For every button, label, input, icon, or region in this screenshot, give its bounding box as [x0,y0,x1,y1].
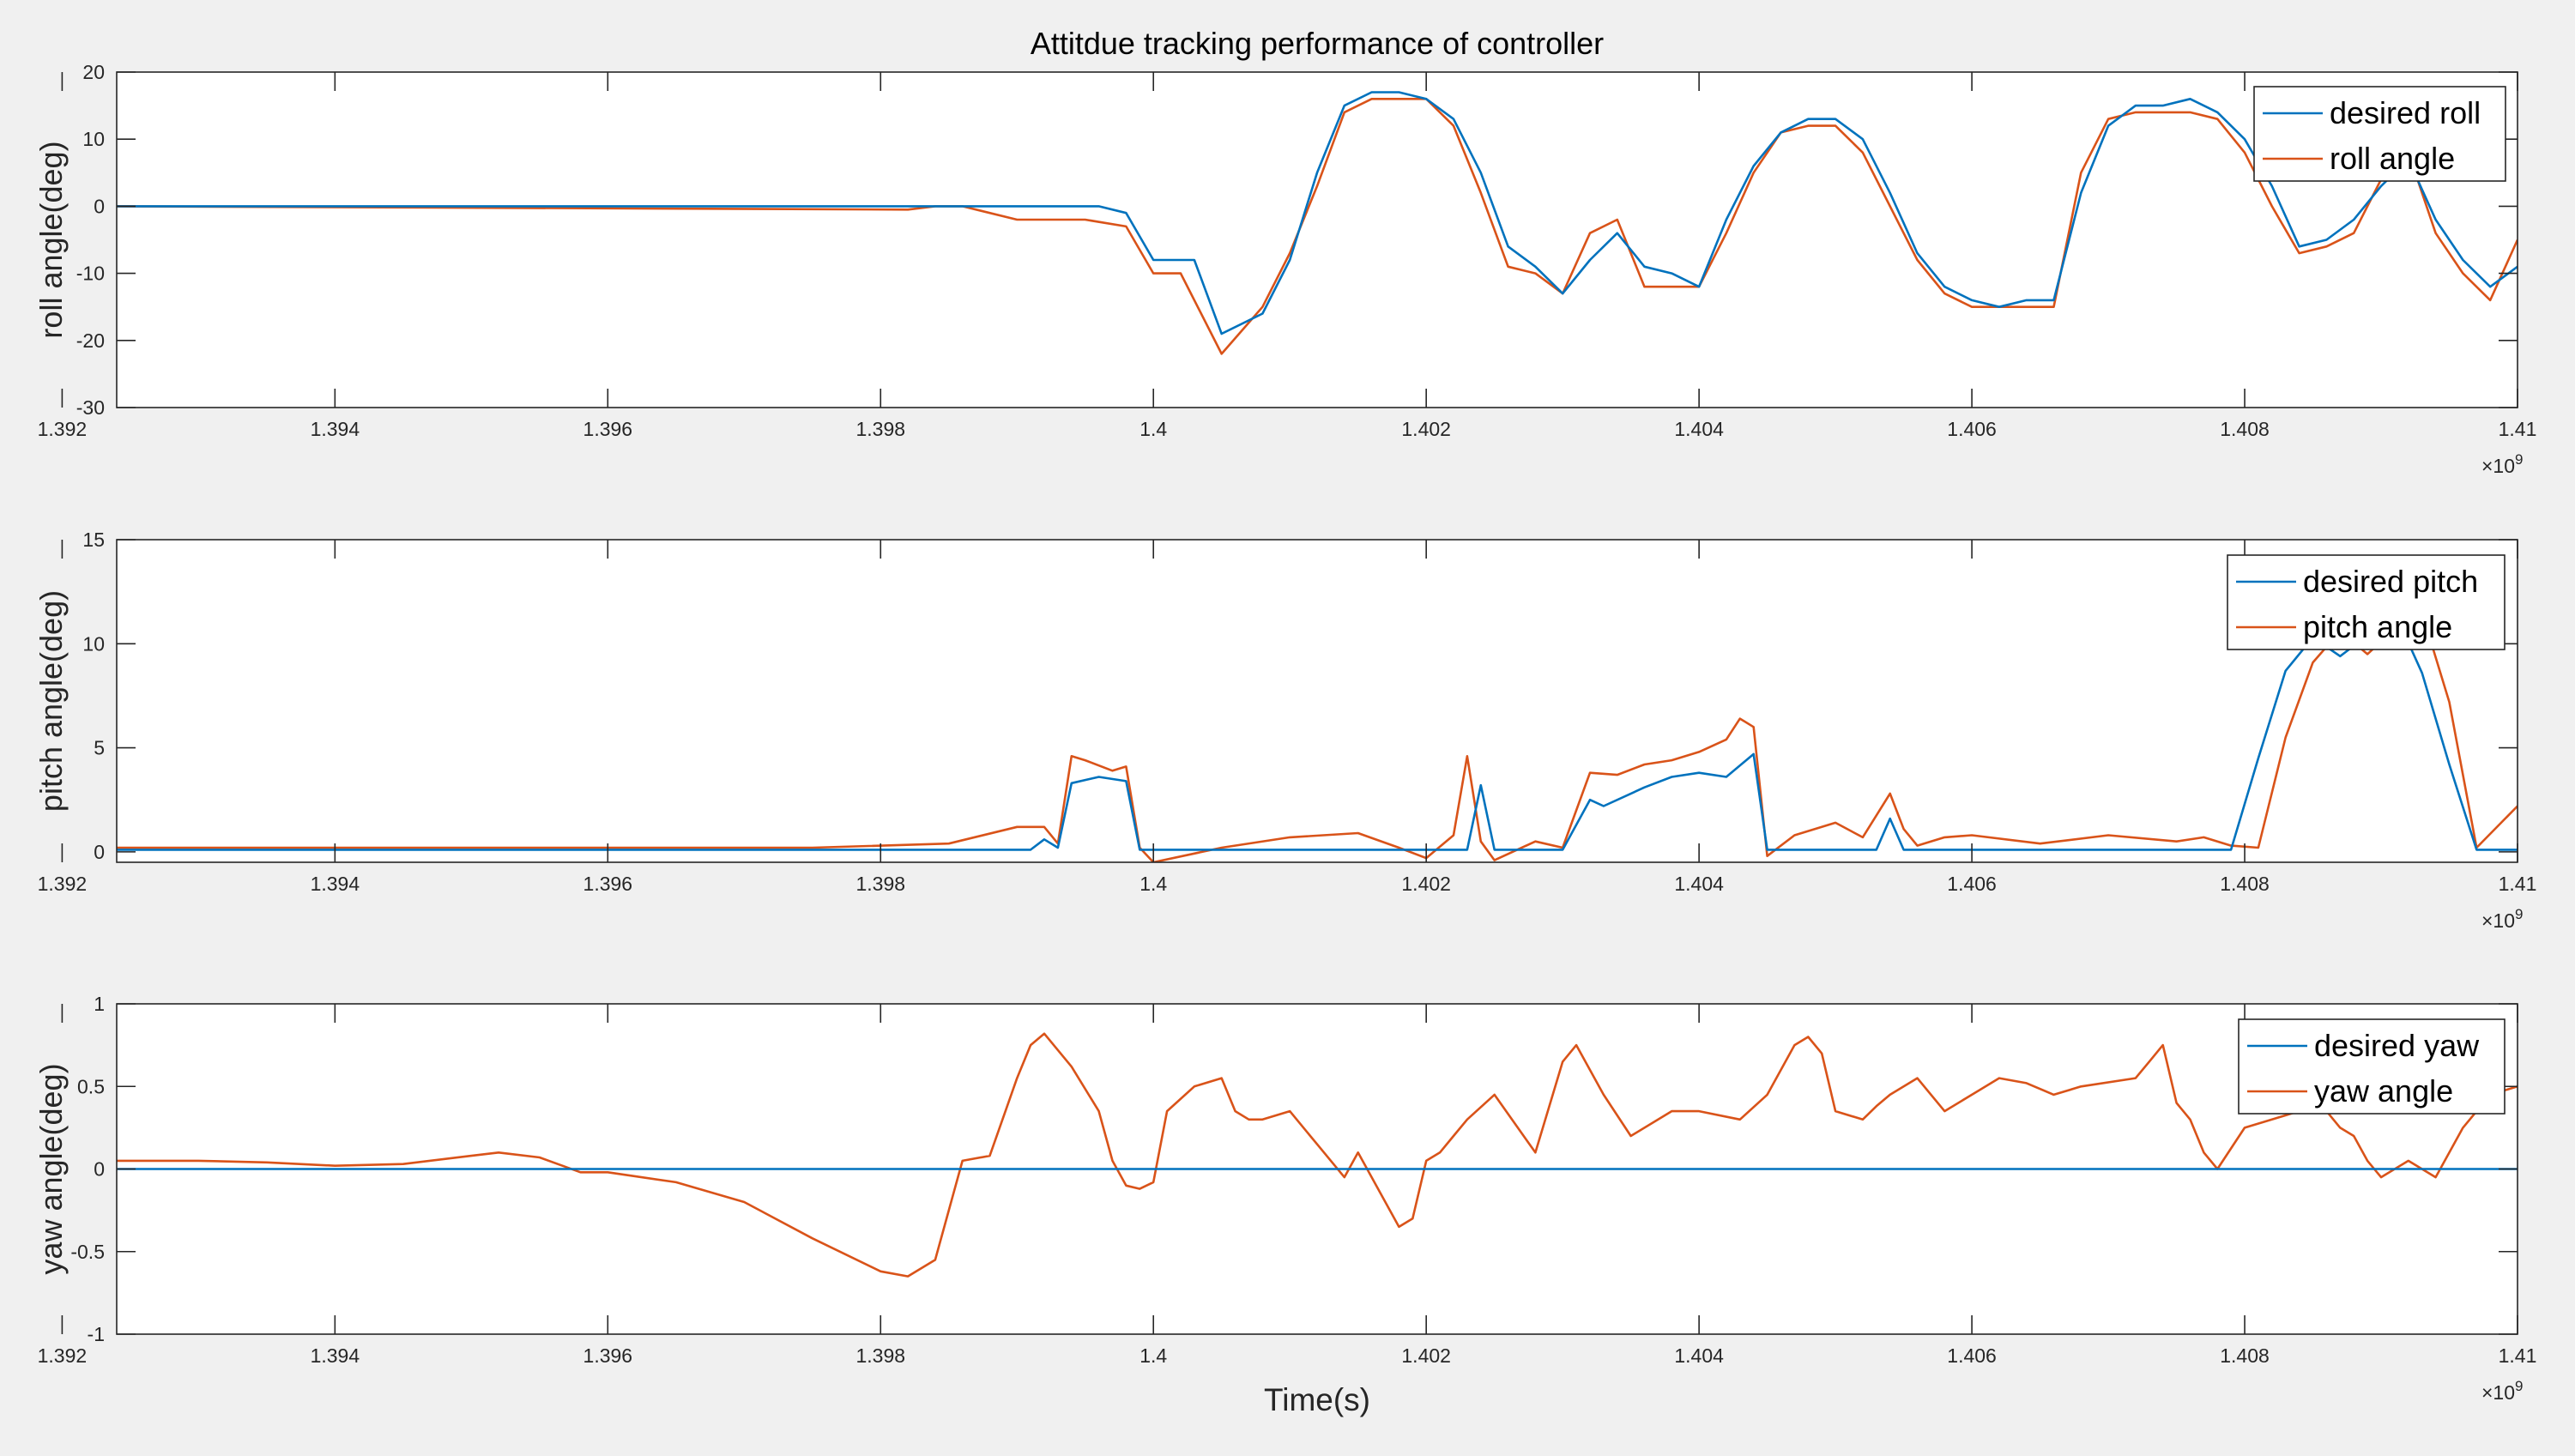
y-tick-label: -10 [76,263,105,285]
x-tick-label: 1.41 [2499,873,2537,895]
x-tick-label: 1.408 [2220,873,2270,895]
legend: desired yaw yaw angle [2238,1018,2505,1115]
y-axis-label: yaw angle(deg) [33,1063,69,1274]
axes-area [117,540,2518,862]
legend-label: yaw angle [2314,1073,2453,1109]
x-tick-label: 1.392 [38,418,88,440]
x-tick-label: 1.402 [1401,418,1451,440]
legend-label: desired pitch [2303,564,2478,599]
legend-box [2253,86,2506,182]
y-axis-label: roll angle(deg) [33,141,69,338]
y-tick-label: 0.5 [77,1075,105,1097]
y-tick-label: 20 [82,61,105,83]
y-tick-label: 10 [82,632,105,655]
x-exponent-power: 9 [2515,451,2523,468]
y-tick-label: 1 [94,993,105,1015]
x-tick-label: 1.4 [1139,418,1167,440]
x-tick-label: 1.402 [1401,873,1451,895]
x-tick-label: 1.41 [2499,418,2537,440]
figure-title: Attitdue tracking performance of control… [1031,26,1604,61]
legend-label: desired yaw [2314,1028,2480,1063]
x-tick-label: 1.404 [1674,1344,1724,1367]
x-tick-label: 1.404 [1674,418,1724,440]
legend-box [2227,554,2505,650]
x-tick-label: 1.408 [2220,418,2270,440]
legend-box [2238,1018,2505,1115]
y-tick-label: 0 [94,1158,105,1181]
axes-box [116,539,2518,863]
y-tick-label: -20 [76,329,105,352]
x-tick-label: 1.394 [311,1344,360,1367]
y-tick-label: 0 [94,841,105,863]
x-tick-label: 1.41 [2499,1344,2537,1367]
series-line-actual [117,611,2518,862]
x-tick-label: 1.406 [1947,873,1997,895]
x-exponent: ×109 [2481,451,2523,477]
x-exponent-power: 9 [2515,1378,2523,1394]
x-tick-label: 1.406 [1947,1344,1997,1367]
x-tick-label: 1.392 [38,873,88,895]
x-tick-label: 1.404 [1674,873,1724,895]
x-tick-label: 1.4 [1139,873,1167,895]
subplot-3: 1.392 1.394 1.396 1.398 1.4 1.402 1.404 1.406 1.… [33,993,2536,1404]
y-tick-label: 15 [82,529,105,551]
x-tick-label: 1.394 [311,873,360,895]
subplot-2: 1.392 1.394 1.396 1.398 1.4 1.402 1.404 1.406 1.… [33,529,2536,932]
x-tick-label: 1.4 [1139,1344,1167,1367]
axes-box [116,71,2518,408]
x-tick-label: 1.398 [855,1344,905,1367]
x-tick-label: 1.402 [1401,1344,1451,1367]
y-tick-label: 5 [94,737,105,759]
y-tick-label: -30 [76,396,105,419]
series-line-desired [117,611,2518,851]
y-tick-label: 0 [94,195,105,217]
x-tick-label: 1.398 [855,418,905,440]
subplots: 1.392 1.394 1.396 1.398 1.4 1.402 1.404 1.406 1.… [33,61,2536,1404]
x-tick-label: 1.398 [855,873,905,895]
x-tick-label: 1.394 [311,418,360,440]
series-line-actual [117,98,2518,355]
subplot-1: 1.392 1.394 1.396 1.398 1.4 1.402 1.404 1.406 1.… [33,61,2536,477]
x-tick-label: 1.396 [583,1344,633,1367]
x-tick-label: 1.406 [1947,418,1997,440]
legend-label: desired roll [2330,95,2481,130]
x-tick-label: 1.396 [583,873,633,895]
y-tick-label: -1 [88,1323,105,1345]
series-line-actual [117,1032,2518,1278]
x-tick-label: 1.396 [583,418,633,440]
x-tick-label: 1.408 [2220,1344,2270,1367]
y-axis-label: pitch angle(deg) [33,590,69,812]
x-axis-label: Time(s) [1264,1382,1370,1417]
x-exponent-power: 9 [2515,906,2523,922]
axes-area [117,72,2518,408]
legend: desired pitch pitch angle [2227,554,2505,650]
x-tick-label: 1.392 [38,1344,88,1367]
legend: desired roll roll angle [2253,86,2506,182]
y-tick-label: 10 [82,128,105,150]
legend-label: roll angle [2330,141,2455,176]
y-tick-label: -0.5 [70,1241,105,1263]
legend-label: pitch angle [2303,609,2452,644]
series-line-desired [117,91,2518,335]
